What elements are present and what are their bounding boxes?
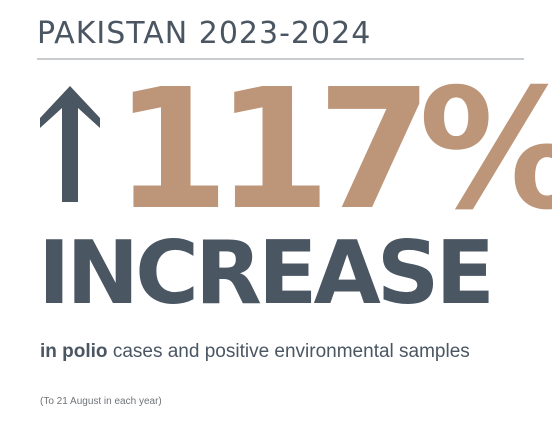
subtitle-emphasis: in polio xyxy=(40,341,108,362)
arrow-up-icon-shape xyxy=(40,86,100,202)
increase-label: INCREASE xyxy=(38,222,495,324)
date-footnote: (To 21 August in each year) xyxy=(40,396,162,407)
subtitle: in polio cases and positive environmenta… xyxy=(40,340,470,364)
page-title: PAKISTAN 2023-2024 xyxy=(37,16,372,51)
arrow-up-icon xyxy=(40,86,100,202)
subtitle-rest: cases and positive environmental samples xyxy=(107,341,470,362)
increase-percentage: 117% xyxy=(114,54,552,247)
title-divider xyxy=(37,58,524,60)
